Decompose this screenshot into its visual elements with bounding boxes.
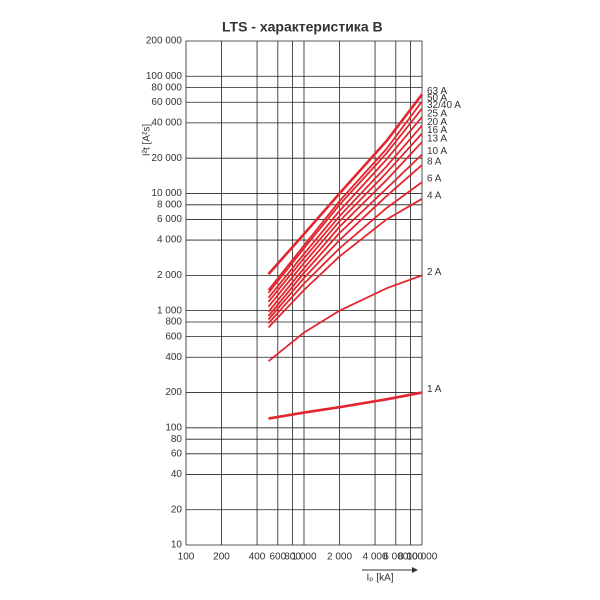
y-tick-label: 100 (165, 422, 182, 433)
series-label: 1 A (427, 384, 442, 395)
series-line (267, 198, 423, 328)
series-line (267, 141, 423, 313)
y-tick-label: 60 000 (151, 97, 182, 108)
y-tick-label: 1 000 (157, 305, 182, 316)
series-label: 8 A (427, 157, 442, 168)
y-tick-label: 80 000 (151, 82, 182, 93)
y-tick-label: 400 (165, 352, 182, 363)
series-label: 2 A (427, 267, 442, 278)
y-tick-label: 200 000 (146, 36, 183, 47)
x-tick-label: 6 000 (383, 552, 408, 563)
y-tick-label: 200 (165, 387, 182, 398)
series-label: 10 A (427, 146, 447, 157)
series-label: 20 A (427, 117, 447, 128)
y-tick-label: 600 (165, 331, 182, 342)
y-tick-label: 40 (171, 469, 183, 480)
x-tick-label: 600 (269, 552, 286, 563)
x-tick-label: 2 000 (327, 552, 352, 563)
y-tick-label: 6 000 (157, 214, 182, 225)
y-tick-label: 40 000 (151, 118, 182, 129)
y-tick-label: 20 (171, 504, 183, 515)
series-label: 16 A (427, 125, 447, 136)
y-tick-label: 20 000 (151, 153, 182, 164)
series-line (267, 132, 423, 308)
chart-title: LTS - характеристика B (222, 19, 383, 35)
series-line (267, 274, 423, 362)
series-line (267, 181, 423, 324)
y-tick-label: 800 (165, 317, 182, 328)
x-tick-label: 8 000 (398, 552, 423, 563)
x-axis-label: Iₚ [kA] (366, 573, 393, 584)
series-line (267, 108, 423, 294)
x-tick-label: 10 000 (407, 552, 438, 563)
series-line (268, 391, 423, 420)
y-tick-label: 60 (171, 448, 183, 459)
y-axis-label: I²t [A²s] (142, 124, 153, 156)
series-label: 50 A (427, 93, 447, 104)
x-tick-label: 1 000 (291, 552, 316, 563)
y-tick-label: 8 000 (157, 199, 182, 210)
y-tick-label: 100 000 (146, 71, 183, 82)
series-label: 32/40 A (427, 100, 461, 111)
y-tick-label: 10 000 (151, 188, 182, 199)
series-line (267, 124, 423, 303)
series-label: 4 A (427, 190, 442, 201)
series-line (267, 100, 423, 291)
y-tick-label: 10 (171, 540, 183, 551)
y-tick-label: 80 (171, 434, 183, 445)
x-tick-label: 400 (249, 552, 266, 563)
series-label: 13 A (427, 134, 447, 145)
x-tick-label: 4 000 (363, 552, 388, 563)
x-tick-label: 800 (284, 552, 301, 563)
x-tick-label: 200 (213, 552, 230, 563)
series-label: 25 A (427, 109, 447, 120)
x-tick-label: 100 (178, 552, 195, 563)
series-line (267, 164, 423, 321)
series-label: 6 A (427, 174, 442, 185)
series-line (267, 153, 423, 317)
series-line (267, 93, 424, 275)
series-label: 63 A (427, 86, 447, 97)
series-line (267, 116, 423, 299)
y-tick-label: 4 000 (157, 235, 182, 246)
y-tick-label: 2 000 (157, 270, 182, 281)
x-arrow-head (412, 567, 418, 573)
